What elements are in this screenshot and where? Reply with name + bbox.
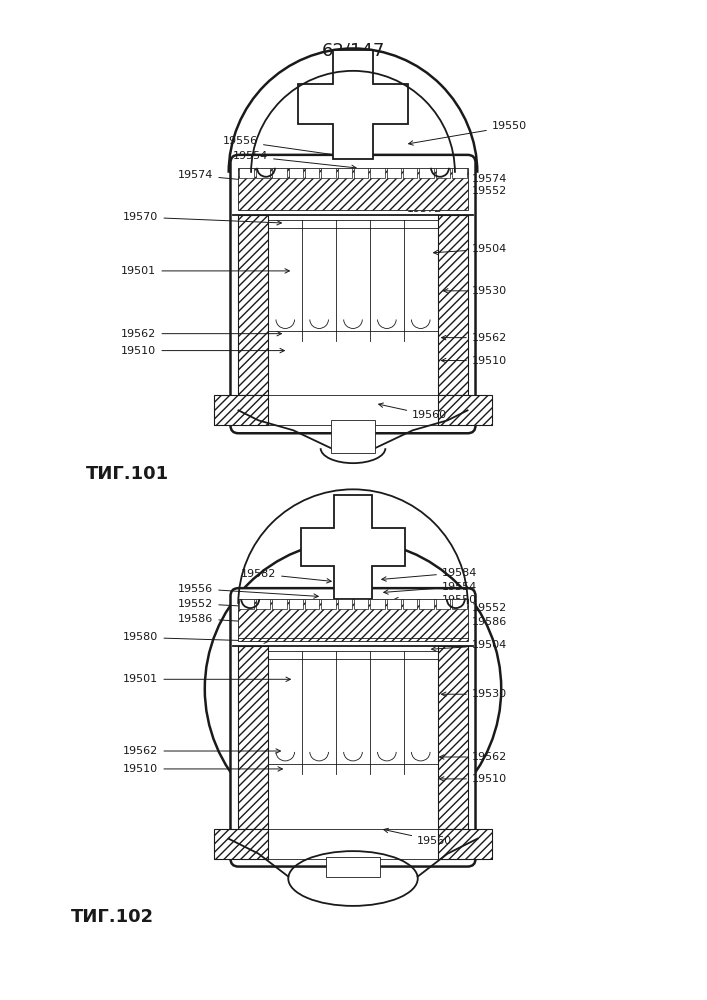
Text: 19580: 19580 <box>123 632 269 643</box>
Bar <box>305 168 320 178</box>
Bar <box>354 599 368 609</box>
Bar <box>331 420 375 453</box>
Bar <box>387 599 401 609</box>
Bar <box>387 168 401 178</box>
Bar <box>214 395 269 425</box>
Text: 19560: 19560 <box>379 403 448 420</box>
Text: 19586: 19586 <box>411 617 507 627</box>
Text: 19586: 19586 <box>178 614 291 626</box>
Bar <box>272 599 286 609</box>
Polygon shape <box>298 50 408 159</box>
Bar <box>238 168 467 210</box>
Bar <box>436 168 450 178</box>
Text: 19552: 19552 <box>178 599 304 611</box>
Text: 19501: 19501 <box>122 266 289 276</box>
Text: ΤИГ.101: ΤИГ.101 <box>86 465 169 483</box>
Text: 19554: 19554 <box>384 582 477 594</box>
Text: 19554: 19554 <box>233 151 356 170</box>
Bar <box>238 599 467 641</box>
Bar <box>238 646 269 829</box>
Text: 19572: 19572 <box>399 204 443 214</box>
Bar <box>256 168 270 178</box>
Text: 19504: 19504 <box>431 640 507 651</box>
Bar <box>240 168 254 178</box>
Bar <box>338 599 352 609</box>
FancyBboxPatch shape <box>230 155 476 433</box>
Text: 19510: 19510 <box>122 346 284 356</box>
Bar <box>256 599 270 609</box>
Text: 19570: 19570 <box>123 212 281 225</box>
Text: 19510: 19510 <box>440 774 507 784</box>
Text: 19550: 19550 <box>394 595 477 605</box>
Text: 19510: 19510 <box>442 356 507 366</box>
Text: 19562: 19562 <box>440 752 507 762</box>
Text: 19550: 19550 <box>409 121 527 145</box>
Bar <box>419 168 434 178</box>
Text: 19556: 19556 <box>223 136 341 157</box>
Text: 19530: 19530 <box>442 689 507 699</box>
Text: 19552: 19552 <box>409 186 507 198</box>
Text: 19501: 19501 <box>123 674 291 684</box>
Bar <box>214 829 269 859</box>
Text: 19562: 19562 <box>123 746 281 756</box>
Bar <box>305 599 320 609</box>
Text: 19584: 19584 <box>382 568 477 581</box>
Text: 19552: 19552 <box>411 603 507 613</box>
Text: 19562: 19562 <box>442 333 507 343</box>
Text: 19530: 19530 <box>443 286 507 296</box>
Bar <box>240 599 254 609</box>
Text: 19560: 19560 <box>384 828 452 846</box>
Bar <box>370 168 385 178</box>
Bar <box>403 599 417 609</box>
Bar <box>288 168 303 178</box>
Bar <box>321 168 336 178</box>
Bar <box>436 599 450 609</box>
Text: 19574: 19574 <box>178 170 306 188</box>
FancyBboxPatch shape <box>230 588 476 867</box>
Text: 62/147: 62/147 <box>321 42 385 60</box>
Text: 19556: 19556 <box>178 584 318 598</box>
Text: 19510: 19510 <box>123 764 282 774</box>
Bar <box>438 215 467 395</box>
Bar <box>419 599 434 609</box>
Bar <box>438 646 467 829</box>
Bar <box>403 168 417 178</box>
Polygon shape <box>301 495 405 599</box>
Text: 19574: 19574 <box>404 174 507 188</box>
Text: 19504: 19504 <box>433 244 507 255</box>
Bar <box>272 168 286 178</box>
Bar <box>452 599 467 609</box>
Bar <box>321 599 336 609</box>
Bar <box>370 599 385 609</box>
Text: 19562: 19562 <box>121 329 281 339</box>
Bar <box>354 168 368 178</box>
Text: 19582: 19582 <box>240 569 331 583</box>
Bar <box>326 857 380 877</box>
Bar <box>338 168 352 178</box>
Bar <box>438 829 493 859</box>
Bar <box>452 168 467 178</box>
Bar <box>238 215 269 395</box>
Bar <box>438 395 493 425</box>
Bar <box>288 599 303 609</box>
Text: ΤИГ.102: ΤИГ.102 <box>71 908 154 926</box>
